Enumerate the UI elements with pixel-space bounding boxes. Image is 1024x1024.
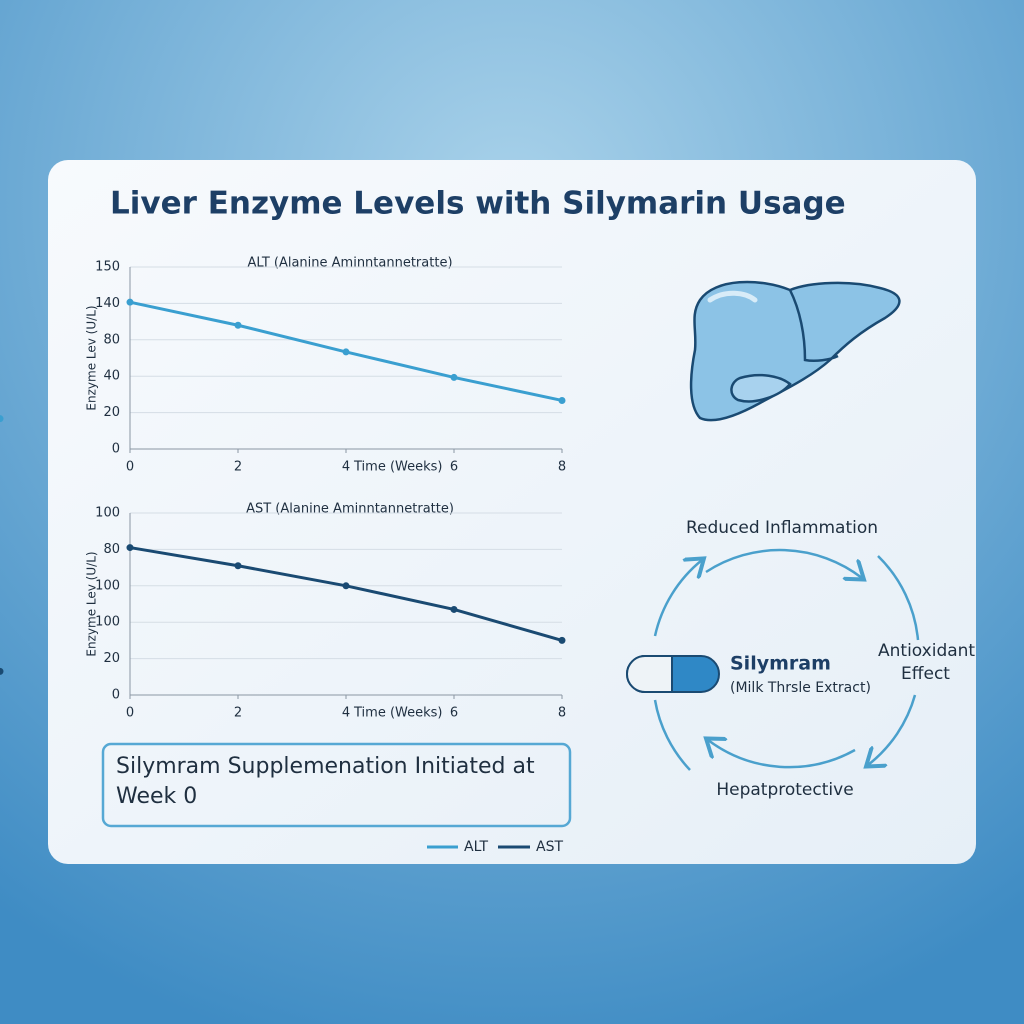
data-point bbox=[558, 396, 566, 404]
chart-title: ALT (Alanine Aminntannetratte) bbox=[247, 256, 452, 271]
x-axis-label: Time (Weeks) bbox=[353, 460, 442, 475]
x-tick-label: 0 bbox=[126, 460, 134, 475]
y-tick-label: 150 bbox=[95, 260, 120, 275]
y-tick-label: 0 bbox=[112, 442, 120, 457]
data-point bbox=[126, 544, 134, 552]
y-tick-label: 140 bbox=[95, 296, 120, 311]
legend-label: ALT bbox=[464, 839, 488, 855]
x-tick-label: 8 bbox=[558, 706, 566, 721]
effect-wrap: Antioxidant Effect bbox=[878, 641, 976, 684]
x-tick-label: 6 bbox=[450, 706, 458, 721]
y-tick-label: 100 bbox=[95, 615, 120, 630]
data-point bbox=[126, 298, 134, 306]
y-tick-label: 80 bbox=[103, 542, 120, 557]
y-tick-label: 20 bbox=[103, 405, 120, 420]
effect-label: Reduced Inflammation bbox=[686, 518, 878, 538]
data-point bbox=[450, 373, 458, 381]
center-label: Silymram bbox=[730, 653, 831, 675]
chart-title: AST (Alanine Aminntannetratte) bbox=[246, 502, 454, 517]
x-tick-label: 2 bbox=[234, 460, 242, 475]
data-point bbox=[558, 636, 566, 644]
note-wrap: Silymram Supplemenation Initiated at Wee… bbox=[116, 754, 535, 809]
x-tick-label: 8 bbox=[558, 460, 566, 475]
y-tick-label: 0 bbox=[112, 688, 120, 703]
title: Liver Enzyme Levels with Silymarin Usage bbox=[110, 186, 846, 222]
center-sublabel: (Milk Thrsle Extract) bbox=[730, 680, 871, 696]
legend-label: AST bbox=[536, 839, 563, 855]
x-tick-label: 6 bbox=[450, 460, 458, 475]
data-point bbox=[450, 605, 458, 613]
data-point bbox=[342, 348, 350, 356]
data-point bbox=[0, 415, 4, 423]
note: Silymram Supplemenation Initiated at Wee… bbox=[116, 754, 535, 809]
y-axis-label: Enzyme Lev (U/L) bbox=[85, 551, 99, 656]
x-tick-label: 2 bbox=[234, 706, 242, 721]
data-point bbox=[0, 667, 4, 675]
data-point bbox=[234, 562, 242, 570]
cycle-arrows bbox=[653, 548, 920, 771]
x-tick-label: 4 bbox=[342, 706, 350, 721]
effect-label: Antioxidant Effect bbox=[878, 641, 976, 684]
effect-label: Hepatprotective bbox=[716, 780, 853, 800]
capsule-icon bbox=[626, 655, 720, 693]
x-tick-label: 4 bbox=[342, 460, 350, 475]
data-point bbox=[234, 321, 242, 329]
y-axis-label: Enzyme Lev (U/L) bbox=[85, 305, 99, 410]
y-tick-label: 100 bbox=[95, 506, 120, 521]
liver-icon bbox=[689, 280, 901, 422]
x-tick-label: 0 bbox=[126, 706, 134, 721]
data-point bbox=[342, 582, 350, 590]
y-tick-label: 80 bbox=[103, 332, 120, 347]
y-tick-label: 40 bbox=[103, 369, 120, 384]
x-axis-label: Time (Weeks) bbox=[353, 706, 442, 721]
y-tick-label: 100 bbox=[95, 578, 120, 593]
note-box bbox=[101, 742, 572, 828]
y-tick-label: 20 bbox=[103, 651, 120, 666]
